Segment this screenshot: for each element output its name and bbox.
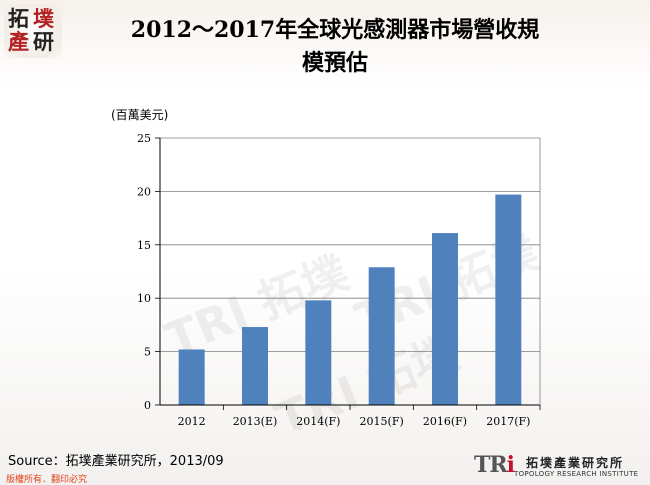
logo-char-3: 產 [8, 29, 29, 54]
tri-institute-logo: TRi 拓墣產業研究所 TOPOLOGY RESEARCH INSTITUTE [474, 452, 646, 482]
company-logo: 拓 墣 產 研 [4, 4, 62, 58]
copyright-notice: 版權所有．翻印必究 [6, 475, 88, 485]
chart-title-line-2: 模預估 [301, 50, 368, 76]
y-tick-label: 5 [144, 346, 151, 359]
bar-1 [242, 327, 268, 405]
y-tick-label: 15 [137, 239, 151, 252]
bar-5 [495, 194, 522, 405]
bar-0 [178, 349, 205, 405]
tri-logo-mark-b: i [506, 452, 515, 478]
tri-logo-chinese-name: 拓墣產業研究所 [526, 456, 625, 470]
x-tick-labels: 2012 2013(E) 2014(F) 2015(F) 2016(F) 2017(F) [178, 415, 531, 428]
bars [178, 194, 522, 405]
bar-2 [305, 300, 332, 405]
logo-char-1: 拓 [8, 6, 29, 31]
x-tick-label: 2012 [178, 415, 206, 428]
y-axis-unit-label: (百萬美元) [111, 108, 169, 122]
tri-logo-mark-a: TR [474, 452, 508, 478]
gridlines [160, 137, 540, 353]
y-tick-label: 20 [137, 185, 151, 198]
y-tick-label: 10 [137, 292, 151, 305]
x-tick-label: 2017(F) [486, 415, 530, 428]
y-tick-label: 25 [137, 132, 151, 145]
y-tick-label: 0 [144, 399, 151, 412]
chart-title: 2012～2017年全球光感測器市場營收規 模預估 [85, 14, 585, 80]
chart-title-line-1: 2012～2017年全球光感測器市場營收規 [130, 17, 540, 43]
tri-logo-mark: TRi [474, 452, 515, 478]
bar-4 [432, 233, 458, 405]
x-tick-label: 2014(F) [296, 415, 340, 428]
tri-logo-english-name: TOPOLOGY RESEARCH INSTITUTE [514, 470, 639, 478]
axes [155, 137, 541, 410]
y-tick-labels: 0 5 10 15 20 25 [137, 132, 151, 412]
logo-char-2: 墣 [33, 6, 54, 31]
bar-3 [368, 267, 395, 405]
x-tick-label: 2013(E) [233, 415, 278, 428]
logo-char-4: 研 [33, 29, 54, 54]
x-tick-label: 2015(F) [360, 415, 404, 428]
source-note: Source：拓墣產業研究所，2013/09 [8, 454, 224, 469]
x-tick-label: 2016(F) [423, 415, 467, 428]
